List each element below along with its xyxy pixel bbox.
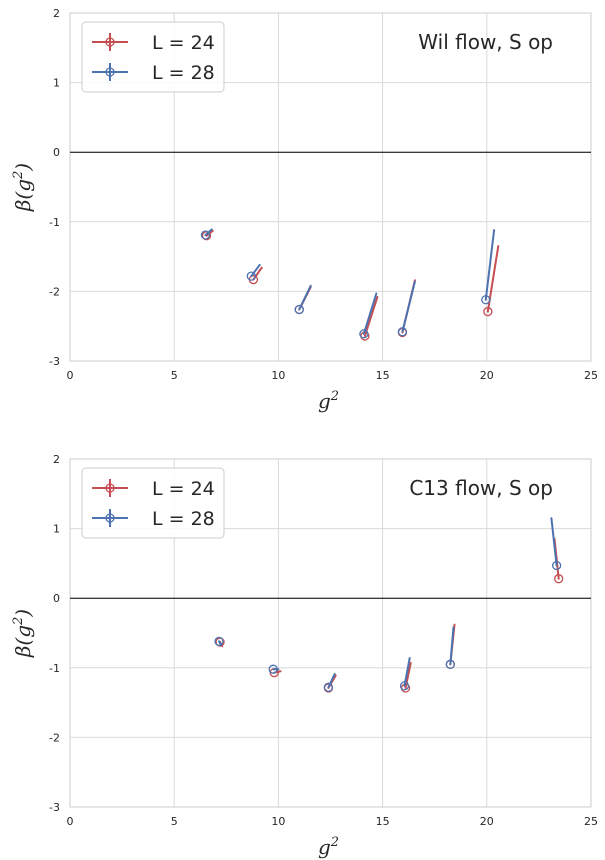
series-2-segment — [327, 673, 336, 689]
plot-frame — [69, 458, 592, 808]
chart-panel-1: 0 5 10 15 20 25 -3 -2 -1 0 1 2 g2 β(g2) L = 24 L = 28 Wi… — [11, 7, 598, 413]
y-tick-label: 0 — [53, 592, 60, 605]
legend-marker — [105, 37, 115, 47]
y-tick-label: 2 — [53, 7, 60, 20]
x-tick-label: 25 — [584, 815, 598, 828]
series-2-segment — [403, 657, 411, 687]
x-tick-label: 10 — [271, 815, 285, 828]
chart-panel-2: 0 5 10 15 20 25 -3 -2 -1 0 1 2 g2 β(g2) L = 24 L = 28 C1… — [11, 453, 598, 859]
x-tick-label: 0 — [67, 815, 74, 828]
x-tick-label: 15 — [376, 369, 390, 382]
legend-label: L = 24 — [152, 32, 215, 54]
x-tick-label: 5 — [171, 369, 178, 382]
x-tick-label: 20 — [480, 369, 494, 382]
panel-annotation: C13 flow, S op — [409, 476, 553, 500]
y-tick-label: 0 — [53, 146, 60, 159]
legend-label: L = 28 — [152, 62, 215, 84]
legend-box — [81, 467, 225, 539]
y-tick-label: 2 — [53, 453, 60, 466]
y-axis-label: β(g2) — [11, 163, 35, 212]
series-2-marker — [359, 329, 369, 339]
series-2-segment — [550, 517, 558, 567]
series-2-marker — [551, 560, 562, 571]
series-1-segment — [363, 295, 379, 337]
x-tick-label: 5 — [171, 815, 178, 828]
legend-box — [81, 21, 225, 93]
y-tick-label: 1 — [53, 523, 60, 536]
panel-annotation: Wil flow, S op — [418, 30, 553, 54]
series-1-marker — [483, 306, 493, 317]
series-2-marker — [323, 682, 334, 692]
series-2-segment — [449, 626, 455, 666]
series-2-marker — [268, 664, 278, 674]
series-2-marker — [445, 659, 455, 669]
legend-label: L = 24 — [152, 478, 215, 500]
x-tick-label: 10 — [271, 369, 285, 382]
x-axis-label: g2 — [318, 835, 339, 859]
series-2-segment — [401, 280, 416, 333]
y-tick-label: -3 — [49, 801, 60, 814]
series-2-segment — [218, 640, 223, 646]
series-2-marker — [200, 230, 211, 240]
legend-label: L = 28 — [152, 508, 215, 530]
legend-marker — [105, 483, 115, 493]
series-2-marker — [246, 271, 256, 281]
y-tick-label: -3 — [49, 355, 60, 368]
series-2-segment — [362, 292, 378, 335]
series-2-marker — [481, 295, 491, 305]
series-2-segment — [484, 229, 496, 301]
legend-marker — [105, 67, 115, 77]
legend: L = 24 L = 28 — [81, 21, 225, 93]
legend-marker — [105, 513, 115, 523]
plot-frame — [69, 12, 592, 362]
series-2-marker — [399, 681, 410, 691]
x-tick-label: 0 — [67, 369, 74, 382]
x-tick-label: 15 — [376, 815, 390, 828]
series-2-marker — [397, 327, 408, 337]
x-tick-label: 20 — [480, 815, 494, 828]
y-axis-label: β(g2) — [11, 609, 35, 658]
series-2-segment — [250, 263, 261, 278]
legend: L = 24 L = 28 — [81, 467, 225, 539]
y-tick-label: -1 — [49, 216, 60, 229]
x-axis-label: g2 — [318, 389, 339, 413]
x-tick-label: 25 — [584, 369, 598, 382]
series-1-marker — [554, 574, 564, 584]
series-2-marker — [214, 636, 224, 647]
y-tick-label: 1 — [53, 77, 60, 90]
y-tick-label: -1 — [49, 662, 60, 675]
series-2-marker — [294, 304, 304, 315]
y-tick-label: -2 — [49, 285, 60, 298]
y-tick-label: -2 — [49, 731, 60, 744]
